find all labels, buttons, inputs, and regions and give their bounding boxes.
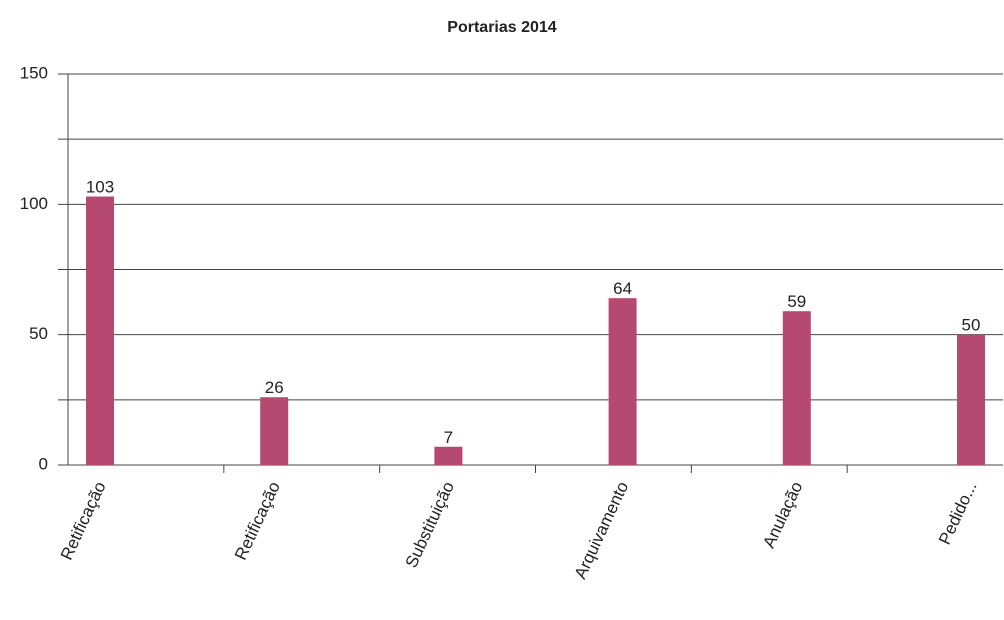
x-tick-label: Substituição bbox=[402, 479, 458, 571]
x-tick-label: Pedido... bbox=[935, 479, 981, 548]
value-label: 50 bbox=[962, 316, 981, 335]
y-tick-label: 50 bbox=[29, 324, 48, 343]
bar bbox=[260, 397, 289, 465]
value-label: 59 bbox=[787, 292, 806, 311]
x-tick-label: Retificação bbox=[231, 479, 284, 563]
bar bbox=[434, 446, 463, 465]
y-tick-label: 100 bbox=[20, 194, 48, 213]
bar bbox=[957, 334, 985, 465]
x-tick-label: Retificação bbox=[57, 479, 110, 563]
chart-title: Portarias 2014 bbox=[447, 19, 557, 36]
x-tick-label: Arquivamento bbox=[571, 479, 633, 582]
value-label: 103 bbox=[86, 178, 114, 197]
y-tick-label: 150 bbox=[20, 63, 48, 82]
value-label: 7 bbox=[444, 428, 453, 447]
y-tick-label: 0 bbox=[39, 454, 48, 473]
value-label: 64 bbox=[613, 279, 632, 298]
bar bbox=[782, 311, 811, 465]
bar bbox=[86, 196, 114, 465]
bar bbox=[608, 298, 637, 465]
x-tick-label: Anulação bbox=[759, 479, 806, 551]
value-label: 26 bbox=[265, 378, 284, 397]
